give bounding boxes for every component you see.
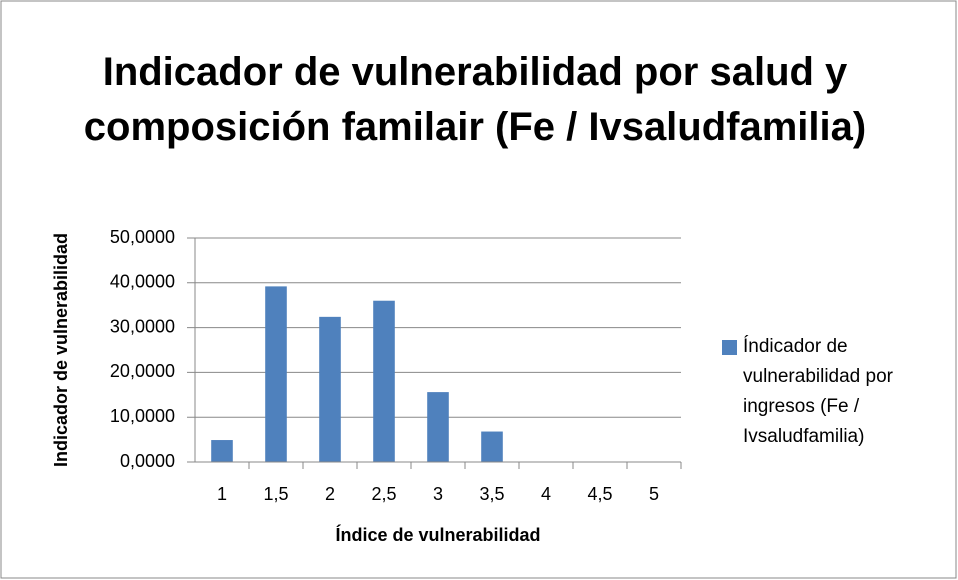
x-tick-label: 3,5 — [479, 484, 504, 504]
x-tick-label: 5 — [649, 484, 659, 504]
y-tick-label: 30,0000 — [110, 316, 175, 336]
y-tick-label: 10,0000 — [110, 406, 175, 426]
x-tick-label: 2 — [325, 484, 335, 504]
x-tick-label: 1 — [217, 484, 227, 504]
y-tick-label: 50,0000 — [110, 227, 175, 247]
bar — [319, 316, 341, 462]
legend-box: Índicador de vulnerabilidad por ingresos… — [743, 336, 893, 447]
title-box: Indicador de vulnerabilidad por salud y … — [83, 50, 867, 149]
y-tick-label: 40,0000 — [110, 272, 175, 292]
y-axis-label: Indicador de vulnerabilidad — [51, 233, 71, 467]
bar — [373, 300, 395, 462]
bar — [481, 431, 503, 462]
x-tick-label: 4,5 — [587, 484, 612, 504]
x-tick-label: 3 — [433, 484, 443, 504]
legend-label: Índicador de vulnerabilidad por ingresos… — [743, 336, 893, 447]
bar — [427, 392, 449, 462]
y-tick-label: 20,0000 — [110, 361, 175, 381]
bar — [211, 440, 233, 462]
y-tick-label: 0,0000 — [120, 451, 175, 471]
x-tick-label: 2,5 — [371, 484, 396, 504]
legend-swatch — [722, 340, 737, 355]
x-axis-label: Índice de vulnerabilidad — [335, 524, 540, 545]
chart-title: Indicador de vulnerabilidad por salud y … — [83, 50, 867, 149]
bar — [265, 286, 287, 462]
x-tick-label: 4 — [541, 484, 551, 504]
x-tick-label: 1,5 — [263, 484, 288, 504]
